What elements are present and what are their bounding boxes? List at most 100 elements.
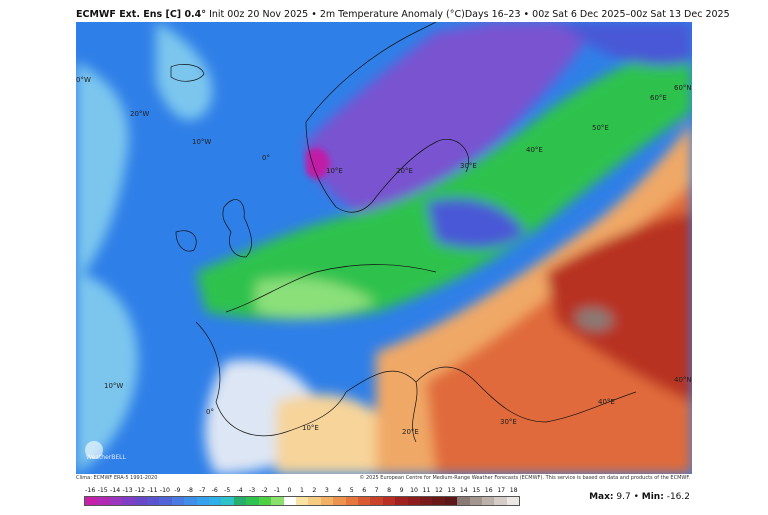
lon-label: 0° [206, 408, 214, 416]
colorbar-tick-label: -16 [85, 487, 96, 494]
colorbar-tick-label: 0 [287, 487, 292, 494]
colorbar-swatch [209, 497, 222, 505]
colorbar-swatch [246, 497, 259, 505]
green-band [196, 42, 692, 320]
colorbar-swatch [283, 497, 296, 505]
ocean-light-southwest [76, 272, 138, 474]
graticule-labels: 0°W 20°W 10°W 0° 10°E 20°E 30°E 40°E 50°… [76, 76, 692, 436]
weatherbell-logo-text: WeatherBELL [86, 454, 127, 461]
ocean-cool-west [76, 62, 129, 282]
weatherbell-logo: WeatherBELL [85, 441, 127, 461]
lon-label: 10°E [302, 424, 319, 432]
lon-label: 10°W [192, 138, 211, 146]
colorbar-labels: -16 -15 -14 -13 -12 -11 -10 -9 -8 -7 -6 -5 -4 -3 -2 -1 0… [84, 487, 520, 496]
colorbar-swatch [233, 497, 247, 505]
climatology-note: Clima: ECMWF ERA-5 1991-2020 [76, 475, 158, 481]
colorbar-tick-label: -11 [147, 487, 158, 494]
colorbar-swatch [395, 497, 408, 505]
colorbar-tick-label: -1 [273, 487, 281, 494]
colorbar-swatch [382, 497, 396, 505]
lon-label: 60°E [650, 94, 667, 102]
colorbar-swatch [85, 497, 98, 505]
colorbar-tick-label: -13 [122, 487, 133, 494]
colorbar-tick-label: 4 [337, 487, 342, 494]
header-title-rest: Init 00z 20 Nov 2025 • 2m Temperature An… [209, 8, 465, 20]
colorbar-tick-label: 6 [362, 487, 367, 494]
colorbar-swatch [122, 497, 135, 505]
colorbar-tick-label: -7 [199, 487, 206, 494]
peak-anomaly [576, 307, 614, 331]
colorbar-tick-label: 12 [434, 487, 443, 494]
colorbar-tick-label: -4 [236, 487, 243, 494]
header-title: ECMWF Ext. Ens [C] 0.4° Init 00z 20 Nov … [76, 9, 465, 20]
colorbar-swatch [457, 497, 470, 505]
colorbar-tick-label: 11 [422, 487, 431, 494]
colorbar-swatch [419, 497, 433, 505]
colorbar-swatches [84, 496, 520, 506]
colorbar-tick-label: -15 [97, 487, 108, 494]
colorbar-tick-label: 9 [399, 487, 404, 494]
max-label: Max: [589, 492, 614, 502]
map-header: ECMWF Ext. Ens [C] 0.4° Init 00z 20 Nov … [76, 6, 730, 22]
colorbar-swatch [482, 497, 495, 505]
coastlines [170, 22, 637, 443]
colorbar-tick-label: -12 [134, 487, 146, 494]
colorbar-tick-label: 13 [447, 487, 456, 494]
lon-label: 50°E [592, 124, 609, 132]
header-title-bold: ECMWF Ext. Ens [C] 0.4° [76, 8, 207, 20]
colorbar-tick-label: 15 [472, 487, 481, 494]
colorbar-tick-label: 14 [459, 487, 468, 494]
min-value: -16.2 [666, 492, 690, 502]
colorbar-swatch [196, 497, 210, 505]
colorbar-swatch [295, 497, 309, 505]
lon-label: 40°E [598, 398, 615, 406]
header-valid-period: Days 16–23 • 00z Sat 6 Dec 2025–00z Sat … [464, 8, 730, 20]
colorbar-tick-label: 18 [509, 487, 518, 494]
very-hot-region [546, 212, 692, 402]
colorbar-tick-label: -6 [211, 487, 218, 494]
colorbar-swatch [147, 497, 160, 505]
colorbar-swatch [97, 497, 110, 505]
lon-label: 30°E [500, 418, 517, 426]
map-canvas: 0°W 20°W 10°W 0° 10°E 20°E 30°E 40°E 50°… [76, 22, 692, 474]
colorbar-swatch [134, 497, 148, 505]
colorbar-swatch [271, 497, 284, 505]
colorbar-swatch [308, 497, 321, 505]
colorbar-swatch [320, 497, 334, 505]
lat-label: 40°N [674, 376, 692, 384]
colorbar-swatch [171, 497, 185, 505]
colorbar-tick-label: -10 [159, 487, 170, 494]
lon-label: 10°W [104, 382, 123, 390]
colorbar-swatch [345, 497, 358, 505]
colorbar-tick-label: 7 [374, 487, 379, 494]
lat-label: 60°N [674, 84, 692, 92]
colorbar-swatch [506, 497, 520, 505]
colorbar-tick-label: 8 [387, 487, 392, 494]
lon-label: 0°W [76, 76, 91, 84]
colorbar-tick-label: 2 [312, 487, 317, 494]
mediterranean-warm-west [276, 394, 406, 474]
colorbar-swatch [184, 497, 197, 505]
colorbar-swatch [432, 497, 445, 505]
colorbar-tick-label: 3 [324, 487, 329, 494]
colorbar-swatch [221, 497, 234, 505]
colorbar-tick-label: 1 [299, 487, 304, 494]
anomaly-map: 0°W 20°W 10°W 0° 10°E 20°E 30°E 40°E 50°… [76, 22, 692, 474]
colorbar-swatch [357, 497, 371, 505]
lon-label: 20°E [402, 428, 419, 436]
ocean-pale-north [156, 22, 213, 121]
colorbar-swatch [469, 497, 482, 505]
colorbar-tick-label: -2 [261, 487, 268, 494]
colorbar-swatch [444, 497, 458, 505]
colorbar-tick-label: -9 [174, 487, 181, 494]
colorbar-tick-label: -5 [224, 487, 231, 494]
cold-north [306, 22, 596, 212]
colorbar-swatch [258, 497, 272, 505]
colorbar-tick-label: -8 [186, 487, 193, 494]
max-min-stats: Max: 9.7 • Min: -16.2 [589, 492, 690, 502]
colorbar-swatch [109, 497, 123, 505]
colorbar-swatch [370, 497, 383, 505]
weatherbell-logo-mark [85, 441, 103, 459]
lon-label: 10°E [326, 167, 343, 175]
lon-label: 20°E [396, 167, 413, 175]
